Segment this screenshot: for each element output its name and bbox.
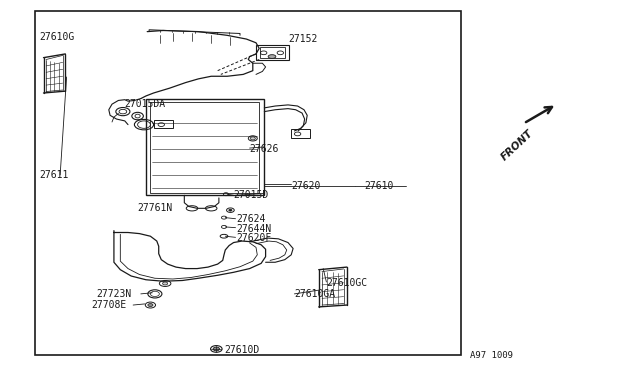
Text: 27610GC: 27610GC [326, 278, 367, 288]
Bar [146, 99, 264, 195]
Text: FRONT: FRONT [499, 128, 535, 163]
Text: 27610D: 27610D [224, 346, 259, 355]
Text: A97 1009: A97 1009 [470, 351, 513, 360]
Text: 27620: 27620 [291, 181, 321, 191]
Bar [35, 11, 461, 355]
Text: 27708E: 27708E [91, 300, 126, 310]
Ellipse shape [148, 304, 153, 307]
Bar [260, 46, 285, 58]
Text: 27015DA: 27015DA [125, 99, 166, 109]
Text: 27620F: 27620F [237, 233, 272, 243]
Text: 27015D: 27015D [234, 190, 269, 200]
Ellipse shape [229, 209, 232, 211]
Text: 27624: 27624 [237, 215, 266, 224]
Text: 27644N: 27644N [237, 224, 272, 234]
Bar [150, 102, 259, 193]
Bar [154, 120, 173, 128]
Text: 27611: 27611 [40, 170, 69, 180]
Text: 27723N: 27723N [96, 289, 131, 299]
Ellipse shape [213, 347, 220, 351]
Text: 27610: 27610 [365, 181, 394, 191]
Ellipse shape [268, 55, 276, 58]
Ellipse shape [163, 282, 168, 285]
Bar [291, 129, 310, 138]
Text: 27761N: 27761N [138, 203, 173, 213]
Text: 27610GA: 27610GA [294, 289, 335, 299]
Bar [256, 45, 289, 60]
Text: 27610G: 27610G [40, 32, 75, 42]
Ellipse shape [250, 137, 255, 140]
Text: 27152: 27152 [288, 34, 317, 44]
Text: 27626: 27626 [250, 144, 279, 154]
